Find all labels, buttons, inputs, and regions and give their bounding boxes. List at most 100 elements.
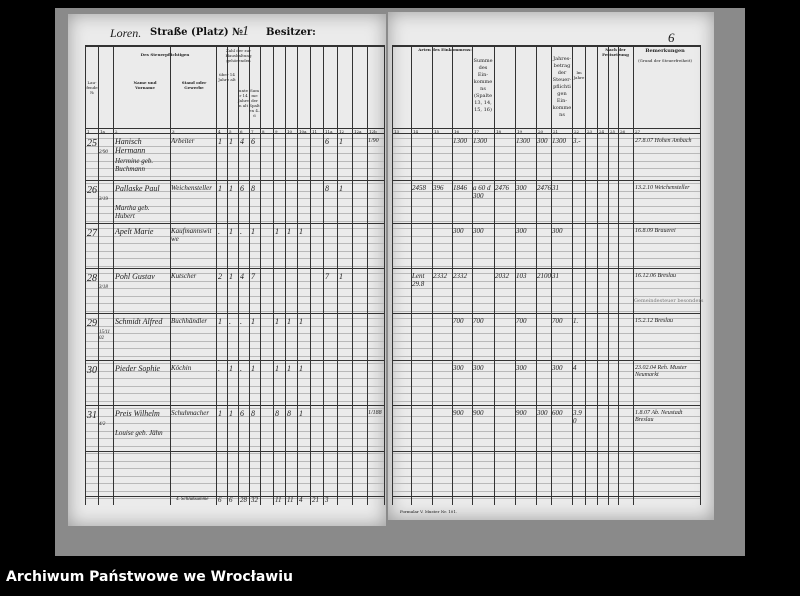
- header-income-sum: Summe des Ein-kommens (Spalte 13, 14, 15…: [473, 58, 493, 113]
- right-faint-rule: [392, 415, 700, 417]
- right-faint-rule: [392, 228, 700, 229]
- household-count: 1: [229, 409, 233, 418]
- left-faint-rule: [85, 318, 384, 319]
- row-reference: 3/18: [99, 285, 108, 290]
- tax-mark: 1: [339, 272, 343, 281]
- left-column-number: 10a: [299, 128, 307, 134]
- income-value: 2332: [433, 272, 447, 280]
- right-faint-rule: [392, 393, 700, 394]
- house-number: 1: [242, 24, 249, 39]
- left-column-rule: [285, 45, 286, 505]
- household-count: .: [240, 364, 242, 373]
- tax-mark: 1: [287, 227, 291, 236]
- left-column-rule: [260, 45, 261, 505]
- income-value: 1300: [516, 137, 530, 145]
- totals-mark: 3: [325, 496, 329, 504]
- left-column-rule: [337, 45, 338, 505]
- left-row-rule: [85, 496, 384, 497]
- left-column-rule: [85, 45, 86, 505]
- taxpayer-name: Pieder Sophie: [115, 364, 161, 373]
- left-faint-rule: [85, 363, 384, 364]
- left-faint-rule: [85, 310, 384, 312]
- income-value: 700: [453, 317, 464, 325]
- household-count: 2: [218, 272, 222, 281]
- left-column-rule: [98, 45, 99, 505]
- remarks-text: 23.02.04 Reh. Muster Neumarkt: [635, 365, 687, 378]
- row-number: 27: [87, 228, 97, 239]
- tax-mark-far: 1/188: [368, 410, 382, 416]
- right-column-number: 16: [454, 128, 460, 134]
- right-faint-rule: [392, 385, 700, 387]
- left-faint-rule: [85, 423, 384, 424]
- right-header-rule: [392, 128, 700, 129]
- header-income-types: Arten des Einkommens:: [418, 47, 472, 52]
- right-faint-rule: [392, 475, 700, 477]
- household-count: 4: [240, 137, 244, 146]
- right-faint-rule: [392, 355, 700, 357]
- taxpayer-name: Schmidt Alfred: [115, 317, 163, 326]
- remarks-text: 16.12.06 Breslau: [635, 273, 676, 279]
- right-faint-rule: [392, 235, 700, 237]
- tax-mark: 1: [299, 364, 303, 373]
- right-row-rule: [392, 180, 700, 181]
- right-faint-rule: [392, 363, 700, 364]
- income-value: 31: [552, 272, 559, 280]
- left-column-number: 11: [312, 128, 318, 134]
- tax-mark: 8: [275, 409, 279, 418]
- right-faint-rule: [392, 348, 700, 349]
- taxpayer-occupation: Kutscher: [171, 272, 197, 280]
- left-faint-rule: [85, 385, 384, 387]
- left-faint-rule: [85, 198, 384, 199]
- right-faint-rule: [392, 310, 700, 312]
- right-row-rule: [392, 451, 700, 452]
- income-value: 900: [473, 409, 484, 417]
- left-row-rule: [85, 223, 384, 224]
- income-value: 4: [573, 364, 577, 372]
- left-column-rule: [170, 45, 171, 505]
- left-column-rule: [238, 45, 239, 505]
- right-faint-rule: [392, 273, 700, 274]
- left-faint-rule: [85, 205, 384, 207]
- tax-mark: 1: [287, 364, 291, 373]
- income-value: 300: [552, 364, 563, 372]
- left-faint-rule: [85, 438, 384, 439]
- left-faint-rule: [85, 333, 384, 334]
- row-number: 26: [87, 185, 97, 196]
- totals-mark: 11: [275, 496, 282, 504]
- right-column-number: 24: [599, 128, 605, 134]
- tax-mark: 1: [299, 227, 303, 236]
- remarks-text: 15.2.12 Breslau: [635, 318, 673, 324]
- right-faint-rule: [392, 288, 700, 289]
- row-reference: 4/2: [99, 422, 106, 427]
- left-column-rule: [227, 45, 228, 505]
- income-value: 600: [552, 409, 563, 417]
- archive-caption: Archiwum Państwowe we Wrocławiu: [6, 569, 294, 585]
- right-faint-rule: [392, 198, 700, 199]
- right-faint-rule: [392, 423, 700, 424]
- tax-mark: 1: [299, 317, 303, 326]
- header-name: Name und Vorname: [133, 80, 157, 90]
- left-faint-rule: [85, 295, 384, 297]
- tax-mark: 1: [275, 364, 279, 373]
- taxpayer-occupation: Buchhändler: [171, 317, 208, 325]
- form-footer: Formular V. Muster Nr. 101.: [400, 509, 458, 514]
- left-faint-rule: [85, 408, 384, 409]
- household-count: 1: [229, 227, 233, 236]
- row-number: 30: [87, 365, 97, 376]
- right-row-rule: [392, 133, 700, 134]
- taxpayer-name: Pallaske Paul: [115, 184, 160, 193]
- left-column-rule: [352, 45, 353, 505]
- tax-mark: 6: [325, 137, 329, 146]
- header-assessment: Nach der Festsetzung: [602, 47, 629, 57]
- header-taxpayer: Des Steuerpflichtigen: [140, 52, 190, 57]
- income-value: 300: [516, 364, 527, 372]
- income-value: 396: [433, 184, 444, 192]
- income-value: 1300: [473, 137, 487, 145]
- household-count: 6: [251, 137, 255, 146]
- left-column-number: 8: [262, 128, 265, 134]
- left-faint-rule: [85, 453, 384, 454]
- row-number: 25: [87, 138, 97, 149]
- right-faint-rule: [392, 490, 700, 492]
- income-value: 300: [537, 137, 548, 145]
- left-column-number: 12: [339, 128, 345, 134]
